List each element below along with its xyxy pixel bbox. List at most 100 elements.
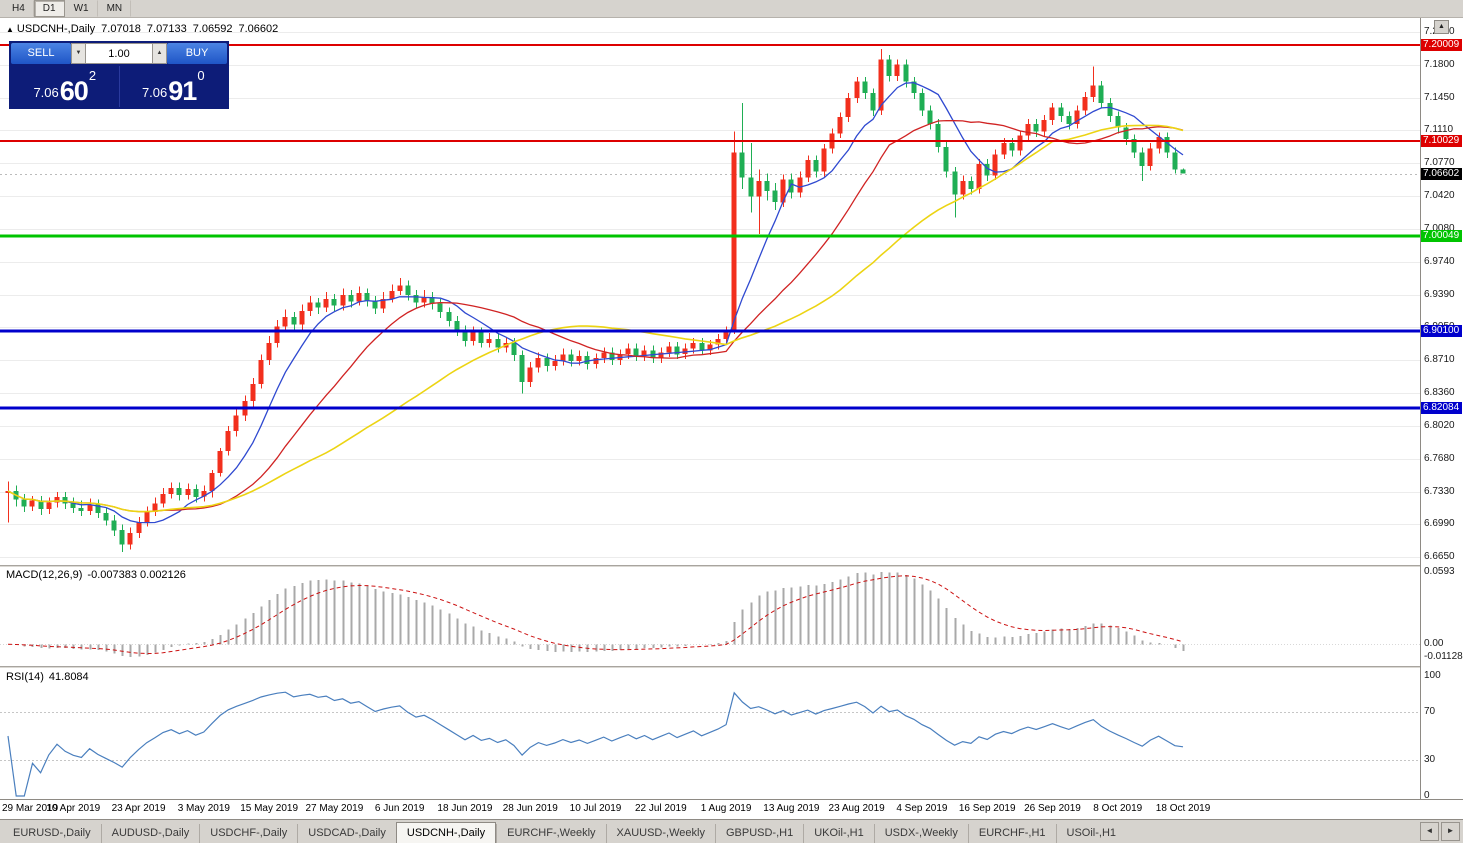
timeframe-button-mn[interactable]: MN [98,0,132,17]
buy-price-big: 91 [168,76,197,106]
date-label: 18 Oct 2019 [1155,803,1211,814]
macd-histogram-layer [7,572,1185,657]
rsi-axis-label: 100 [1424,670,1441,681]
price-tick-label: 7.1110 [1424,124,1454,136]
moving-averages-layer [7,81,1184,524]
chart-background [0,18,1463,819]
price-tick-label: 6.8020 [1424,419,1455,431]
chart-tab-eurusd-daily[interactable]: EURUSD-,Daily [13,827,91,839]
chart-tab-xauusd-weekly[interactable]: XAUUSD-,Weekly [605,824,715,843]
chart-tab-gbpusd-h1[interactable]: GBPUSD-,H1 [714,824,803,843]
rsi-value: 41.8084 [48,671,89,683]
price-tick-label: 6.6650 [1424,551,1455,562]
macd-pane[interactable] [0,567,1420,665]
price-tick-label: 6.7680 [1424,452,1455,464]
price-tick-label: 7.0770 [1424,157,1455,168]
date-label: 8 Oct 2019 [1093,803,1143,814]
chart-title: ▲ USDCNH-,Daily 7.07018 7.07133 7.06592 7.066… [6,23,278,35]
price-tick-label: 6.9740 [1424,255,1455,267]
date-label: 23 Apr 2019 [111,803,166,814]
date-label: 15 May 2019 [240,803,299,814]
axis-scroll-up-button[interactable]: ▲ [1434,20,1449,34]
lot-decrease-button[interactable]: ▼ [71,43,86,64]
macd-axis-label: 0.0593 [1424,566,1455,577]
date-axis-separator [0,799,1463,800]
date-label: 6 Jun 2019 [374,803,425,814]
chart-tab-usoil-h1[interactable]: USOil-,H1 [1055,824,1127,843]
time-axis[interactable]: 29 Mar 2019 10 Apr 2019 23 Apr 2019 3 May 2… [0,800,1420,818]
price-level-badge: 7.20009 [1421,39,1462,52]
date-label: 3 May 2019 [177,803,230,814]
price-level-badge: 6.82084 [1421,401,1462,414]
tab-scroll-buttons: ◄ ► [1418,822,1460,841]
tab-scroll-right-icon[interactable]: ► [1441,822,1460,841]
grid-layer [0,32,1420,558]
chart-tab-usdchf-daily[interactable]: USDCHF-,Daily [199,824,297,843]
timeframe-button-w1[interactable]: W1 [65,0,98,17]
price-tick-label: 6.7330 [1424,485,1455,497]
price-tick-label: 7.0420 [1424,190,1455,202]
date-label: 29 Mar 2019 [2,803,59,814]
date-label: 26 Sep 2019 [1024,803,1081,814]
chart-tab-ukoil-h1[interactable]: UKOil-,H1 [803,824,874,843]
date-label: 16 Sep 2019 [958,803,1016,814]
date-label: 27 May 2019 [305,803,364,814]
date-label: 23 Aug 2019 [828,803,885,814]
price-tick-label: 6.6990 [1424,518,1455,530]
chart-tab-usdcad-daily[interactable]: USDCAD-,Daily [297,824,396,843]
horizontal-levels-layer [0,44,1420,410]
tab-scroll-left-icon[interactable]: ◄ [1420,822,1439,841]
rsi-axis-label: 0 [1424,790,1430,801]
date-label: 13 Aug 2019 [763,803,820,814]
timeframe-button-h4[interactable]: H4 [3,0,34,17]
candles-layer [5,49,1186,553]
buy-price-display[interactable]: 7.06 91 0 [120,66,228,107]
timeframe-toolbar: H4 D1 W1 MN [0,0,1463,18]
sell-price-pip: 2 [88,68,97,83]
timeframe-button-d1[interactable]: D1 [33,0,65,17]
pane-separator[interactable] [0,666,1420,668]
symbol-marker-icon: ▲ [6,25,14,34]
lot-increase-button[interactable]: ▲ [152,43,167,64]
price-tick-label: 7.1800 [1424,58,1455,70]
chart-tab-eurchf-h1[interactable]: EURCHF-,H1 [967,824,1056,843]
macd-indicator-label: MACD(12,26,9) -0.007383 0.002126 [6,569,191,581]
buy-price-prefix: 7.06 [141,85,168,100]
sell-price-display[interactable]: 7.06 60 2 [11,66,120,107]
chart-tab-usdx-weekly[interactable]: USDX-,Weekly [873,824,968,843]
pane-separator[interactable] [0,565,1420,567]
sell-button[interactable]: SELL [11,43,71,64]
date-label: 4 Sep 2019 [896,803,948,814]
price-level-badge: 7.10029 [1421,134,1462,147]
price-tick-label: 6.9390 [1424,288,1455,300]
ohlc-high: 7.07133 [146,23,187,35]
price-tick-label: 7.0080 [1424,222,1455,234]
price-tick-label: 6.8360 [1424,387,1455,399]
chart-tab-usdcnh-daily[interactable]: USDCNH-,Daily [395,822,497,843]
macd-axis-label: -0.011289 [1424,651,1463,662]
one-click-trading-panel: SELL ▼ ▲ BUY 7.06 60 2 7.06 91 0 [9,41,229,109]
ohlc-open: 7.07018 [101,23,141,35]
macd-signal-line [7,575,1184,655]
price-tick-label: 7.1450 [1424,91,1455,103]
chart-symbol-label: USDCNH-,Daily [16,23,96,35]
chart-tab-eurchf-weekly[interactable]: EURCHF-,Weekly [496,824,605,843]
rsi-axis-label: 30 [1424,754,1436,765]
rsi-line [7,691,1184,797]
rsi-pane[interactable] [0,668,1420,798]
price-level-badge: 7.00049 [1421,230,1462,243]
macd-name: MACD(12,26,9) [6,569,83,581]
ohlc-close: 7.06602 [238,23,279,35]
date-label: 18 Jun 2019 [437,803,493,814]
buy-price-pip: 0 [197,68,205,83]
buy-button[interactable]: BUY [167,43,227,64]
price-axis[interactable]: 7.21407.18007.14507.11107.07707.04207.00… [1421,0,1463,843]
chart-tab-strip: EURUSD-,Daily AUDUSD-,Daily USDCHF-,Daily U… [3,822,1126,843]
chart-tab-audusd-daily[interactable]: AUDUSD-,Daily [100,824,200,843]
date-label: 1 Aug 2019 [700,803,752,814]
ohlc-low: 7.06592 [192,23,233,35]
lot-size-input[interactable] [86,43,152,64]
rsi-axis-label: 70 [1424,706,1436,717]
main-price-pane[interactable] [0,18,1420,564]
macd-axis-label: 0.00 [1424,638,1444,650]
